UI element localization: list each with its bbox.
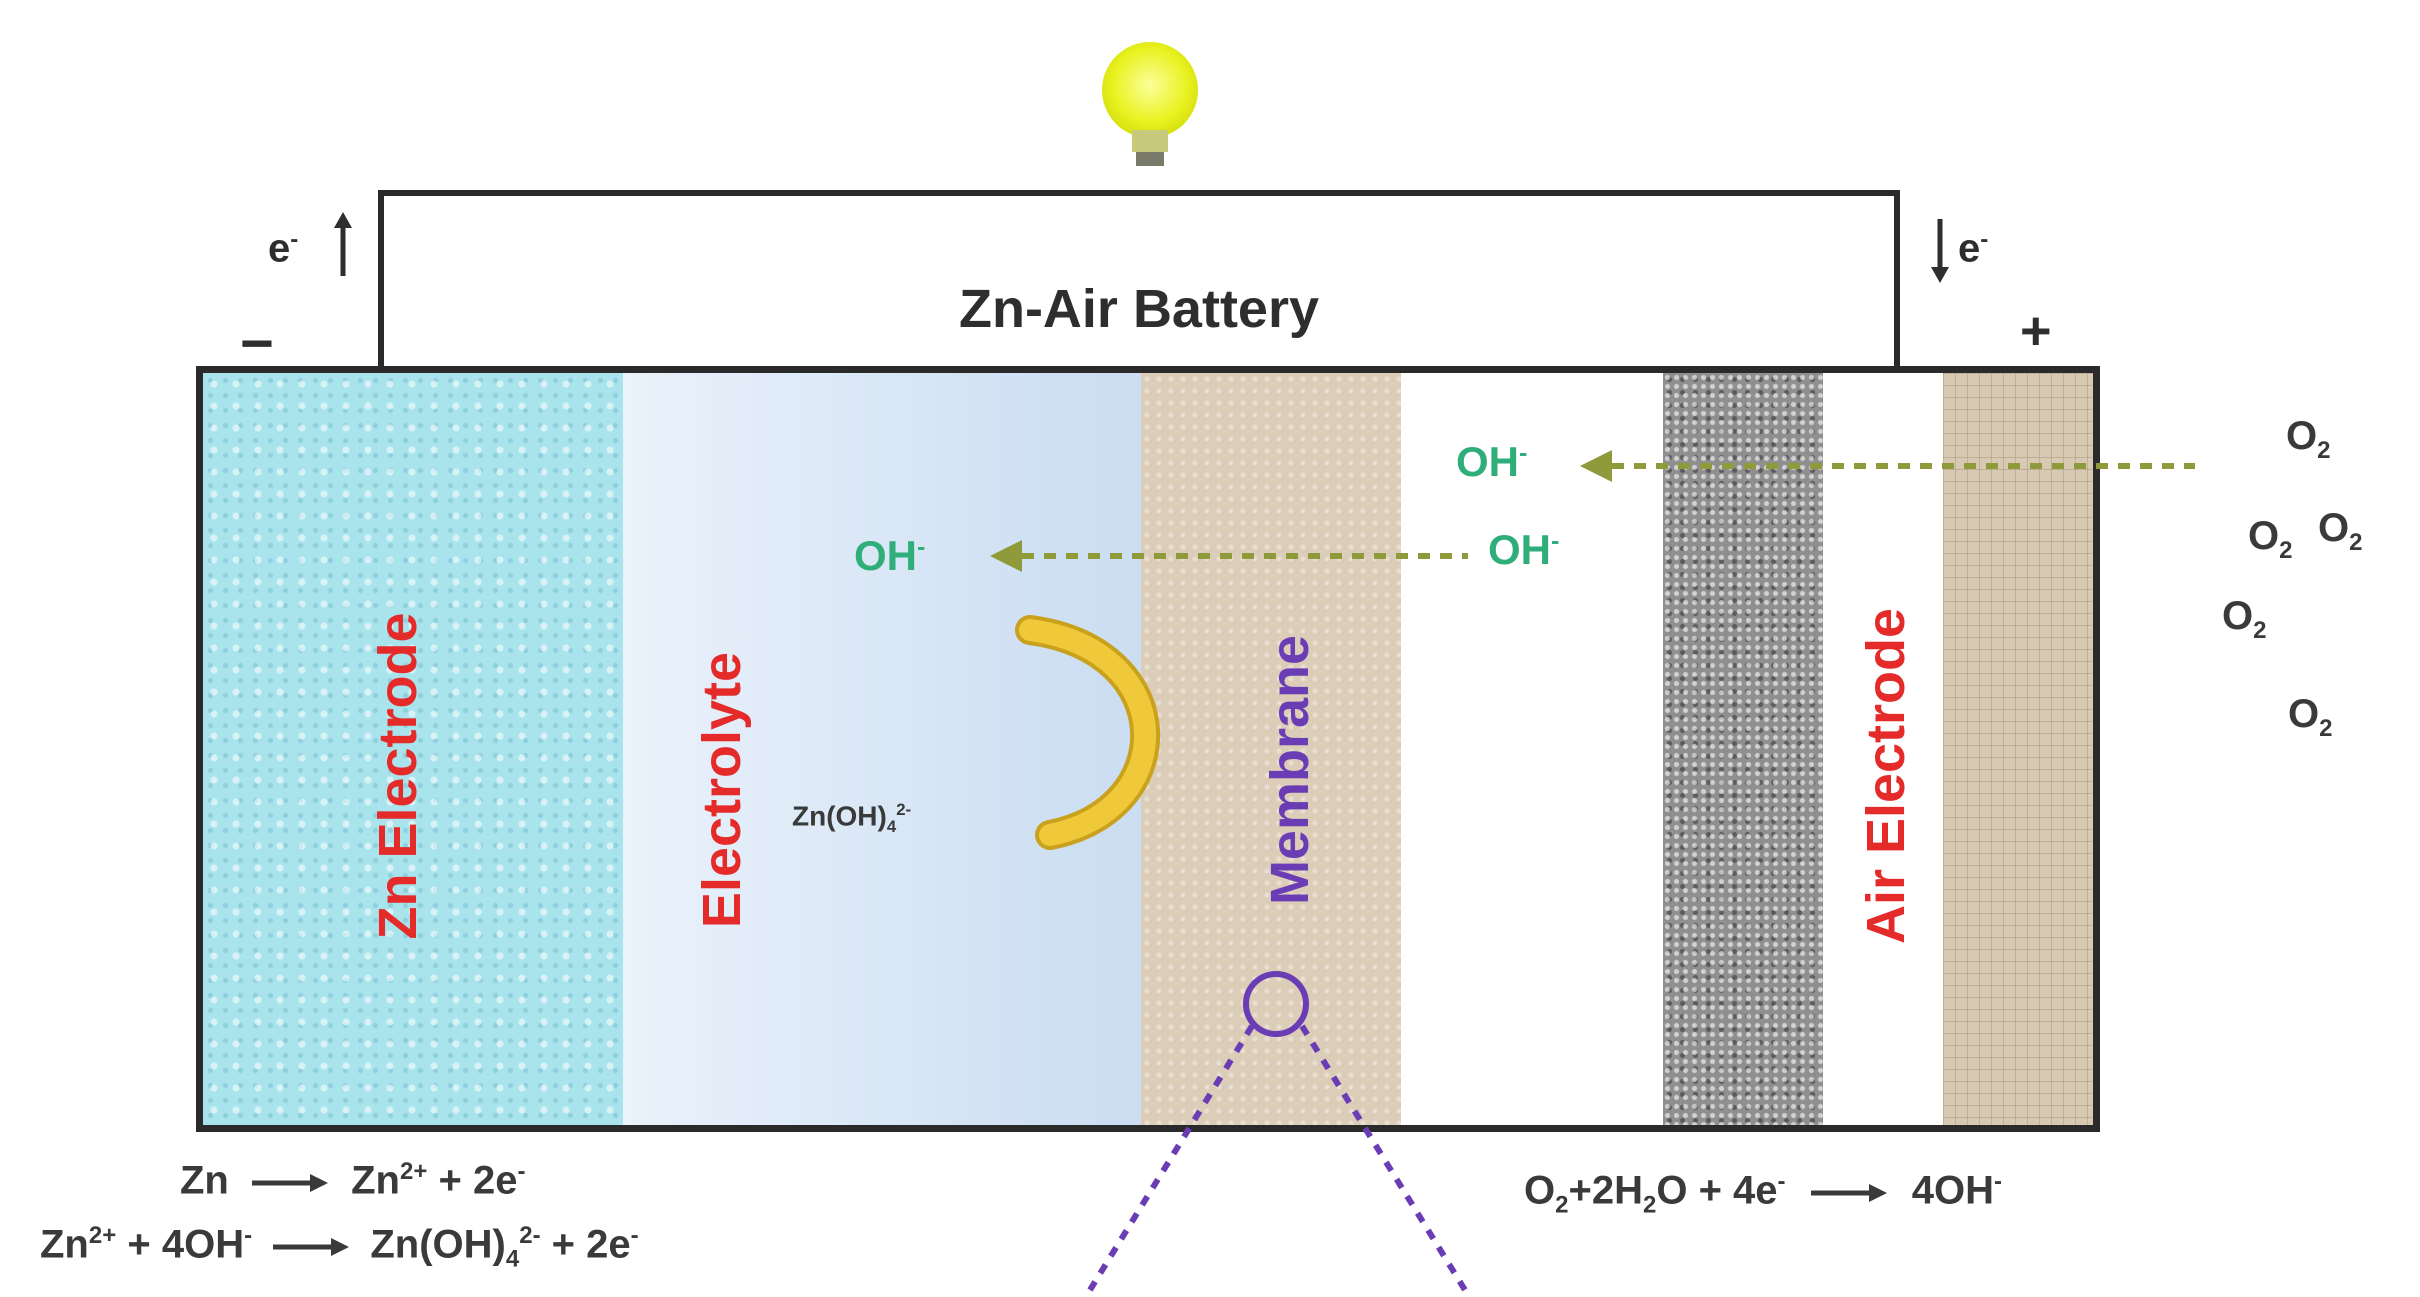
electron-label-left: e- bbox=[268, 226, 299, 271]
air-electrode-layer bbox=[1943, 373, 2093, 1125]
zincate-label: Zn(OH)42- bbox=[792, 800, 912, 836]
oh-ion-right: OH- bbox=[1456, 438, 1528, 485]
oxygen-molecule: O2 bbox=[2288, 692, 2333, 742]
reaction-arrow-icon bbox=[271, 1224, 351, 1269]
anode-reaction-1: Zn Zn2+ + 2e- bbox=[180, 1158, 525, 1205]
oxygen-molecule: O2 bbox=[2248, 514, 2293, 564]
oxygen-molecule: O2 bbox=[2286, 414, 2331, 464]
zincate-arc bbox=[1015, 615, 1160, 850]
circuit-wire bbox=[378, 190, 1900, 370]
membrane-zoom-lines bbox=[1087, 971, 1468, 1292]
oh-ion-left: OH- bbox=[854, 532, 926, 579]
battery-cell bbox=[196, 366, 2100, 1132]
negative-terminal: − bbox=[240, 311, 274, 376]
reaction-arrow-icon bbox=[250, 1160, 330, 1205]
gas-diffusion-layer bbox=[1663, 373, 1823, 1125]
positive-terminal: + bbox=[2020, 301, 2052, 361]
electron-arrow-down-icon bbox=[1931, 219, 1949, 283]
oh-ion-mid: OH- bbox=[1488, 526, 1560, 573]
anode-reaction-2: Zn2+ + 4OH- Zn(OH)42- + 2e- bbox=[40, 1222, 639, 1273]
oxygen-molecule: O2 bbox=[2318, 506, 2363, 556]
battery-title: Zn-Air Battery bbox=[958, 279, 1320, 339]
oxygen-molecule: O2 bbox=[2222, 594, 2267, 644]
light-bulb-icon bbox=[1102, 42, 1198, 166]
electron-label-right: e- bbox=[1958, 226, 1989, 271]
electron-arrow-up-icon bbox=[334, 212, 352, 276]
reaction-arrow-icon bbox=[1809, 1170, 1889, 1215]
membrane-layer bbox=[1141, 373, 1401, 1125]
cathode-reaction: O2+2H2O + 4e- 4OH- bbox=[1524, 1168, 2003, 1219]
zn-electrode-layer bbox=[203, 373, 623, 1125]
